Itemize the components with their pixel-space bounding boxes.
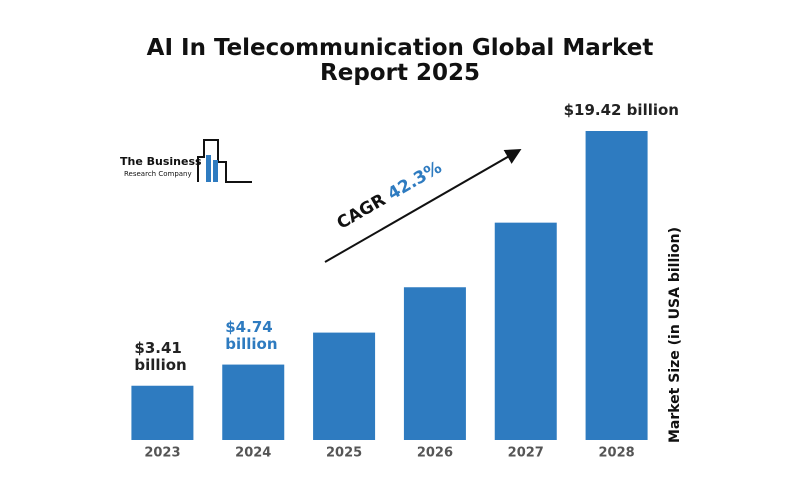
bar <box>403 287 466 440</box>
logo-outline <box>197 139 252 183</box>
x-tick-label: 2025 <box>326 446 362 461</box>
cagr-arrow <box>324 149 522 263</box>
bar <box>494 222 557 440</box>
y-axis-label: Market Size (in USA billion) <box>667 227 683 443</box>
logo: The Business Research Company <box>120 139 252 183</box>
bar <box>313 332 376 440</box>
bar <box>585 131 648 440</box>
logo-bar <box>206 155 211 182</box>
x-tick-label: 2024 <box>235 446 271 461</box>
value-label: $4.74 billion <box>225 317 278 353</box>
x-tick-label: 2023 <box>144 446 180 461</box>
logo-text: The Business <box>120 155 202 168</box>
value-label: $19.42 billion <box>563 101 679 119</box>
logo-text: Research Company <box>124 170 192 178</box>
logo-bar <box>213 160 218 182</box>
x-tick-label: 2027 <box>508 446 544 461</box>
cagr-label: CAGR <box>334 190 390 234</box>
cagr-text: CAGR 42.3% <box>334 158 446 234</box>
x-tick-label: 2028 <box>598 446 634 461</box>
x-tick-label: 2026 <box>417 446 453 461</box>
value-label: $3.41 billion <box>134 338 187 374</box>
bar <box>131 385 194 440</box>
bar <box>222 364 285 440</box>
chart-title: AI In Telecommunication Global Market Re… <box>146 35 654 86</box>
